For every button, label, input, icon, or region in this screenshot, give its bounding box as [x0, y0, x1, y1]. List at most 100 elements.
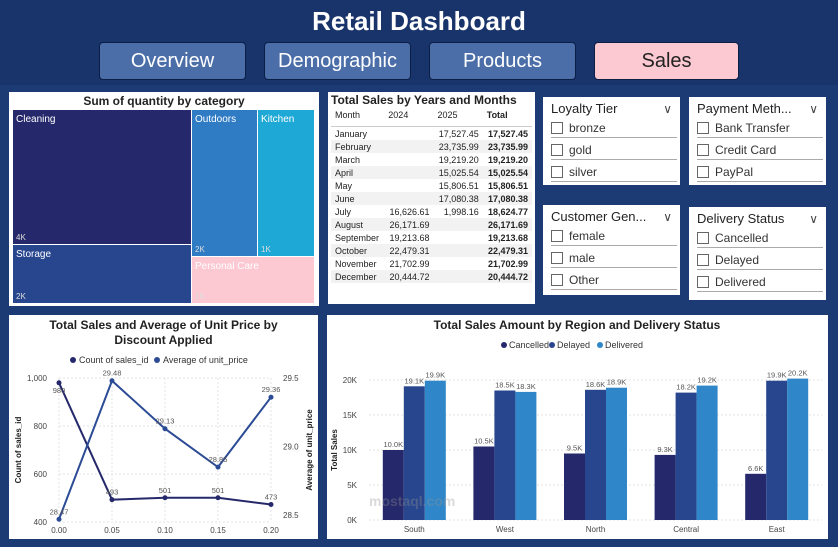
- col-header-total[interactable]: Total: [482, 107, 532, 127]
- table-row[interactable]: March 19,219.20 19,219.20: [331, 153, 532, 166]
- chevron-down-icon[interactable]: ∨: [809, 211, 818, 226]
- table-row[interactable]: April 15,025.54 15,025.54: [331, 166, 532, 179]
- slicer-option-female[interactable]: female: [551, 229, 677, 246]
- data-point: [109, 378, 115, 384]
- checkbox[interactable]: [551, 122, 563, 134]
- tile-label: Storage: [16, 249, 52, 260]
- cell-y2025: 15,025.54: [433, 166, 483, 179]
- option-label: bronze: [569, 121, 606, 135]
- cell-total: 19,213.68: [487, 232, 528, 243]
- cell-total: 22,479.31: [482, 244, 532, 257]
- checkbox[interactable]: [697, 254, 709, 266]
- cell-month: May: [335, 180, 353, 191]
- checkbox[interactable]: [551, 144, 563, 156]
- cell-month: December: [331, 270, 385, 283]
- cell-total: 18,624.77: [487, 206, 528, 217]
- table-row[interactable]: October 22,479.31 22,479.31: [331, 244, 532, 257]
- bar-chart[interactable]: Total Sales Amount by Region and Deliver…: [327, 315, 828, 539]
- tile-label: Kitchen: [261, 114, 295, 125]
- table-row[interactable]: June 17,080.38 17,080.38: [331, 192, 532, 205]
- y-tick-right: 28.5: [283, 511, 299, 520]
- cell-total: 19,219.20: [487, 154, 528, 165]
- table-row[interactable]: December 20,444.72 20,444.72: [331, 270, 532, 283]
- table-row[interactable]: August 26,171.69 26,171.69: [331, 218, 532, 231]
- table-row[interactable]: February 23,735.99 23,735.99: [331, 140, 532, 153]
- cell-total: 15,025.54: [482, 166, 532, 179]
- y-tick: 5K: [347, 481, 357, 490]
- col-header-2025[interactable]: 2025: [433, 107, 483, 127]
- table-row[interactable]: May 15,806.51 15,806.51: [331, 179, 532, 192]
- option-label: female: [569, 229, 606, 243]
- slicer-option-delayed[interactable]: Delayed: [697, 253, 823, 270]
- cell-y2024: 26,171.69: [384, 218, 434, 231]
- checkbox[interactable]: [697, 122, 709, 134]
- cell-month: June: [331, 192, 385, 205]
- cell-y2024: [384, 192, 434, 205]
- cell-y2025: [433, 244, 483, 257]
- data-point: [56, 516, 62, 522]
- x-tick: 0.05: [104, 526, 120, 535]
- chevron-down-icon[interactable]: ∨: [809, 101, 818, 116]
- treemap-tile-cleaning[interactable]: Cleaning 4K: [13, 110, 191, 244]
- chevron-down-icon[interactable]: ∨: [663, 101, 672, 116]
- table-row[interactable]: July 16,626.61 1,998.16 18,624.77: [331, 205, 532, 218]
- sales-table-title: Total Sales by Years and Months: [331, 93, 517, 107]
- col-header-2024[interactable]: 2024: [384, 107, 434, 127]
- checkbox[interactable]: [551, 252, 563, 264]
- treemap-tile-outdoors[interactable]: Outdoors 2K: [192, 110, 257, 256]
- payment-method-slicer: Payment Meth... ∨ Bank Transfer Credit Ca…: [689, 97, 826, 185]
- slicer-title: Payment Meth...: [697, 101, 792, 116]
- slicer-option-bronze[interactable]: bronze: [551, 121, 677, 138]
- slicer-option-cancelled[interactable]: Cancelled: [697, 231, 823, 248]
- checkbox[interactable]: [697, 232, 709, 244]
- tab-demographic[interactable]: Demographic: [264, 42, 411, 80]
- checkbox[interactable]: [551, 274, 563, 286]
- slicer-option-gold[interactable]: gold: [551, 143, 677, 160]
- slicer-option-paypal[interactable]: PayPal: [697, 165, 823, 182]
- checkbox[interactable]: [551, 230, 563, 242]
- cell-y2025: 17,527.45: [438, 128, 479, 139]
- data-label: 18.3K: [516, 382, 536, 391]
- y-tick-left: 600: [34, 470, 48, 479]
- table-row[interactable]: November 21,702.99 21,702.99: [331, 257, 532, 270]
- tab-overview[interactable]: Overview: [99, 42, 246, 80]
- y-tick-right: 29.5: [283, 374, 299, 383]
- treemap-tile-kitchen[interactable]: Kitchen 1K: [258, 110, 314, 256]
- data-point: [268, 501, 274, 507]
- bar: [606, 387, 627, 520]
- cell-y2025: 23,735.99: [433, 140, 483, 153]
- data-label: 28.85: [209, 455, 228, 464]
- table-row[interactable]: September 19,213.68 19,213.68: [331, 231, 532, 244]
- treemap-tile-personal-care[interactable]: Personal Care 1K: [192, 257, 314, 303]
- checkbox[interactable]: [697, 276, 709, 288]
- slicer-option-delivered[interactable]: Delivered: [697, 275, 823, 292]
- checkbox[interactable]: [697, 144, 709, 156]
- option-label: Other: [569, 273, 600, 287]
- tab-sales[interactable]: Sales: [594, 42, 739, 80]
- line-chart[interactable]: Total Sales and Average of Unit Price by…: [9, 315, 318, 539]
- checkbox[interactable]: [697, 166, 709, 178]
- sales-table-panel: Total Sales by Years and Months Month 20…: [328, 92, 535, 304]
- cell-y2024: 16,626.61: [389, 206, 430, 217]
- slicer-option-credit-card[interactable]: Credit Card: [697, 143, 823, 160]
- col-header-month[interactable]: Month: [331, 107, 385, 127]
- treemap-tile-storage[interactable]: Storage 2K: [13, 245, 191, 303]
- data-point: [215, 495, 221, 501]
- chevron-down-icon[interactable]: ∨: [663, 209, 672, 224]
- slicer-option-silver[interactable]: silver: [551, 165, 677, 182]
- checkbox[interactable]: [551, 166, 563, 178]
- table-row[interactable]: January 17,527.45 17,527.45: [331, 127, 532, 141]
- x-tick: South: [404, 525, 425, 534]
- sales-table-body: January 17,527.45 17,527.45 February 23,735.…: [331, 127, 532, 283]
- slicer-option-male[interactable]: male: [551, 251, 677, 268]
- y-tick-left: 800: [34, 422, 48, 431]
- tab-products[interactable]: Products: [429, 42, 576, 80]
- slicer-option-other[interactable]: Other: [551, 273, 677, 290]
- data-label: 19.9K: [767, 371, 787, 380]
- line-chart-panel: Total Sales and Average of Unit Price by…: [9, 315, 318, 539]
- data-label: 10.0K: [383, 440, 403, 449]
- tile-value: 1K: [195, 292, 205, 301]
- x-tick: 0.00: [51, 526, 67, 535]
- legend-marker: [549, 342, 555, 348]
- slicer-option-bank-transfer[interactable]: Bank Transfer: [697, 121, 823, 138]
